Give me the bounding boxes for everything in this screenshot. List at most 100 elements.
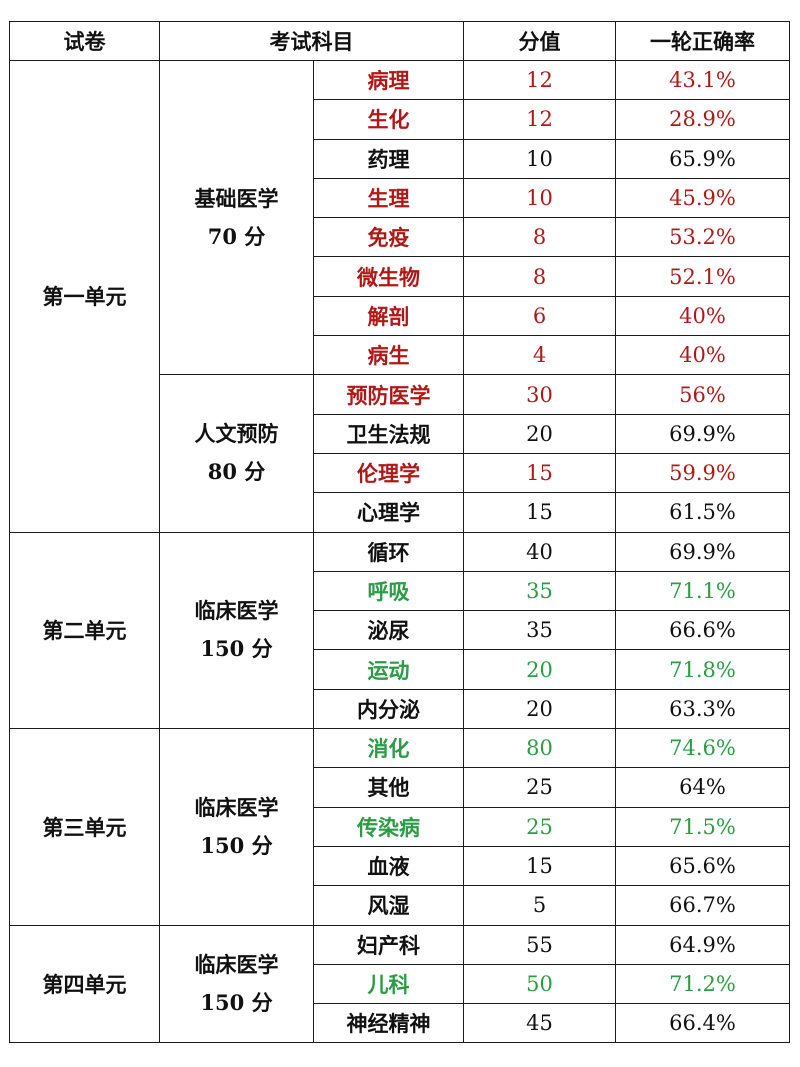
unit-name: 第二单元 [9,531,160,730]
table-row: 传染病 25 71.5% [10,806,790,847]
score-value: 20 [463,649,616,690]
subject-name: 风湿 [313,885,464,926]
unit-name: 第四单元 [9,924,160,1044]
rate-value: 59.9% [615,452,790,494]
subject-name: 妇产科 [313,924,464,965]
rate-value: 53.2% [615,217,790,258]
rate-value: 45.9% [615,177,790,219]
subject-name: 病理 [313,59,464,101]
subject-name: 循环 [313,531,464,572]
table-row: 内分泌 20 63.3% [10,688,790,730]
subject-name: 其他 [313,767,464,808]
subject-name: 解剖 [313,295,464,337]
group-cell: 基础医学 70 分 [159,59,314,376]
rate-value: 71.5% [615,806,790,847]
group-points: 150 分 [200,832,273,858]
rate-value: 71.1% [615,570,790,612]
rate-value: 69.9% [615,413,790,454]
table-row: 第二单元 临床医学 150 分 循环 40 69.9% [9,531,790,730]
rate-value: 71.2% [615,963,790,1005]
score-value: 10 [463,177,616,219]
subject-name: 心理学 [313,492,464,533]
table-row: 运动 20 71.8% [10,649,790,690]
table-row: 免疫 8 53.2% [10,217,790,258]
score-value: 35 [463,610,616,651]
subject-name: 伦理学 [313,452,464,494]
score-table: 试卷 考试科目 分值 一轮正确率 第一单元 基础医学 70 分病理 12 43.1% 生化… [9,21,790,1044]
table-row: 人文预防 80 分 预防医学 30 56% [10,374,790,533]
rate-value: 64% [615,767,790,808]
score-value: 8 [463,256,616,297]
header-subject: 考试科目 [159,21,464,61]
subject-name: 免疫 [313,217,464,258]
table-row: 血液 15 65.6% [10,845,790,887]
score-value: 40 [463,531,616,572]
rate-value: 65.6% [615,845,790,887]
table-row: 生化 12 28.9% [10,99,790,140]
table-row: 呼吸 35 71.1% [10,570,790,612]
group-cell: 人文预防 80 分 [159,374,314,533]
group-name: 临床医学 [194,951,279,977]
score-value: 50 [463,963,616,1005]
group-points: 150 分 [200,636,273,662]
score-value: 20 [463,413,616,454]
score-value: 35 [463,570,616,612]
group-name: 临床医学 [194,794,279,820]
score-value: 55 [463,924,616,965]
subject-name: 传染病 [313,806,464,847]
rate-value: 52.1% [615,256,790,297]
group-points: 80 分 [207,459,266,485]
rate-value: 64.9% [615,924,790,965]
rate-value: 56% [615,374,790,415]
header-row: 试卷 考试科目 分值 一轮正确率 [9,21,790,61]
table-row: 卫生法规 20 69.9% [10,413,790,454]
score-value: 25 [463,767,616,808]
subject-name: 卫生法规 [313,413,464,454]
unit-name: 第一单元 [9,60,160,533]
table-row: 风湿 5 66.7% [10,885,790,926]
score-value: 45 [463,1003,616,1044]
subject-name: 药理 [313,138,464,179]
score-value: 30 [463,374,616,415]
rate-value: 74.6% [615,728,790,769]
group-cell: 临床医学 150 分 [159,924,314,1044]
rate-value: 66.4% [615,1003,790,1044]
subject-name: 生化 [313,99,464,140]
rate-value: 63.3% [615,688,790,730]
score-value: 5 [463,885,616,926]
subject-name: 神经精神 [313,1003,464,1044]
unit-name: 第三单元 [9,728,160,926]
subject-name: 呼吸 [313,570,464,612]
rate-value: 69.9% [615,531,790,572]
rate-value: 66.7% [615,885,790,926]
subject-name: 预防医学 [313,374,464,415]
table-row: 第三单元 临床医学 150 分 消化 80 74.6% [9,728,790,926]
score-value: 6 [463,295,616,337]
table-row: 心理学 15 61.5% [10,492,790,533]
rate-value: 40% [615,295,790,337]
group-name: 基础医学 [194,185,279,211]
table-row: 第一单元 基础医学 70 分 病理 12 43.1% [9,59,790,533]
score-value: 15 [463,845,616,887]
rate-value: 65.9% [615,138,790,179]
group-points: 150 分 [200,989,273,1015]
rate-value: 71.8% [615,649,790,690]
score-value: 15 [463,452,616,494]
rate-value: 66.6% [615,610,790,651]
group-points: 70 分 [207,223,266,249]
score-value: 8 [463,217,616,258]
table-row: 泌尿 35 66.6% [10,610,790,651]
header-paper: 试卷 [9,21,160,61]
subject-name: 消化 [313,728,464,769]
score-value: 20 [463,688,616,730]
score-value: 12 [463,59,616,101]
rate-value: 61.5% [615,492,790,533]
subject-name: 生理 [313,177,464,219]
rate-value: 28.9% [615,99,790,140]
table-row: 神经精神 45 66.4% [10,1003,790,1044]
score-value: 15 [463,492,616,533]
rate-value: 40% [615,335,790,376]
subject-name: 血液 [313,845,464,887]
group-cell: 临床医学 150 分 [159,728,314,926]
table-row: 其他 25 64% [10,767,790,808]
